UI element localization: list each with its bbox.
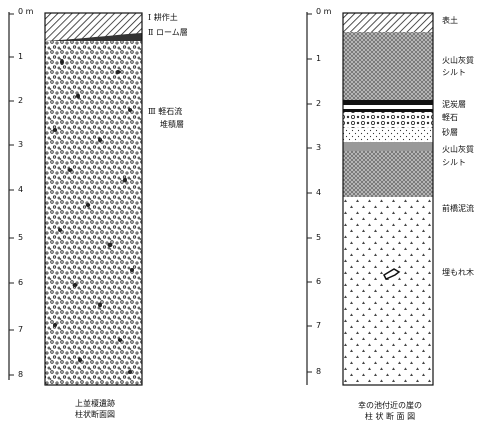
left-tick-5: 5 bbox=[18, 233, 24, 242]
left-depth-axis bbox=[8, 12, 14, 380]
right-tick-4: 4 bbox=[316, 188, 322, 197]
left-tick-1: 1 bbox=[18, 52, 24, 61]
right-layer-label: 砂層 bbox=[442, 128, 458, 137]
pumice-clasts bbox=[52, 59, 134, 374]
right-caption-line-2: 柱 状 断 面 図 bbox=[364, 412, 416, 421]
left-tick-3: 3 bbox=[18, 140, 24, 149]
right-layer-label: 泥炭層 bbox=[442, 100, 466, 109]
right-caption: 幸の池付近の崖の 柱 状 断 面 図 bbox=[345, 400, 435, 422]
left-layer-label: 堆積層 bbox=[160, 120, 184, 129]
left-layer-label: Ⅰ 耕作土 bbox=[148, 13, 178, 22]
left-tick-4: 4 bbox=[18, 185, 24, 194]
right-tick-5: 5 bbox=[316, 233, 322, 242]
layer-peat bbox=[343, 100, 433, 105]
right-column bbox=[342, 12, 434, 386]
layer-sand bbox=[343, 128, 433, 142]
right-layer-label: シルト bbox=[442, 158, 466, 167]
layer-pumice-flow-left bbox=[45, 41, 142, 385]
left-tick-2: 2 bbox=[18, 96, 24, 105]
layer-maebashi-mudflow bbox=[343, 197, 433, 385]
buried-wood-icon bbox=[383, 268, 401, 280]
right-depth-axis bbox=[306, 12, 312, 385]
left-layer-label: Ⅱ ローム層 bbox=[148, 28, 188, 37]
left-caption-line-1: 上並榎遺跡 bbox=[75, 399, 115, 408]
left-layer-label: Ⅲ 軽石流 bbox=[148, 107, 183, 116]
layer-ash-silt-1 bbox=[343, 32, 433, 100]
layer-pumice-right bbox=[343, 112, 433, 128]
right-layer-label: 火山灰質 bbox=[442, 145, 474, 154]
right-layer-label: 表土 bbox=[442, 16, 458, 25]
right-layer-label: 埋もれ木 bbox=[442, 268, 474, 277]
right-layer-label: 前橋泥流 bbox=[442, 204, 474, 213]
right-tick-3: 3 bbox=[316, 143, 322, 152]
layer-loam-left bbox=[45, 33, 142, 41]
left-caption-line-2: 柱状断面図 bbox=[75, 410, 115, 419]
layer-topsoil-right bbox=[343, 13, 433, 32]
left-tick-7: 7 bbox=[18, 325, 24, 334]
right-tick-6: 6 bbox=[316, 277, 322, 286]
layer-ash-silt-2 bbox=[343, 151, 433, 197]
right-tick-8: 8 bbox=[316, 367, 322, 376]
right-layer-label: シルト bbox=[442, 68, 466, 77]
right-tick-1: 1 bbox=[316, 54, 322, 63]
right-tick-7: 7 bbox=[316, 321, 322, 330]
left-tick-6: 6 bbox=[18, 278, 24, 287]
left-tick-8: 8 bbox=[18, 370, 24, 379]
right-tick-0: 0 m bbox=[316, 7, 332, 16]
left-caption: 上並榎遺跡 柱状断面図 bbox=[55, 398, 135, 420]
left-tick-0: 0 m bbox=[18, 7, 34, 16]
left-column bbox=[44, 12, 143, 386]
right-layer-label: 火山灰質 bbox=[442, 56, 474, 65]
right-layer-label: 軽石 bbox=[442, 113, 458, 122]
right-tick-2: 2 bbox=[316, 99, 322, 108]
right-caption-line-1: 幸の池付近の崖の bbox=[358, 401, 422, 410]
